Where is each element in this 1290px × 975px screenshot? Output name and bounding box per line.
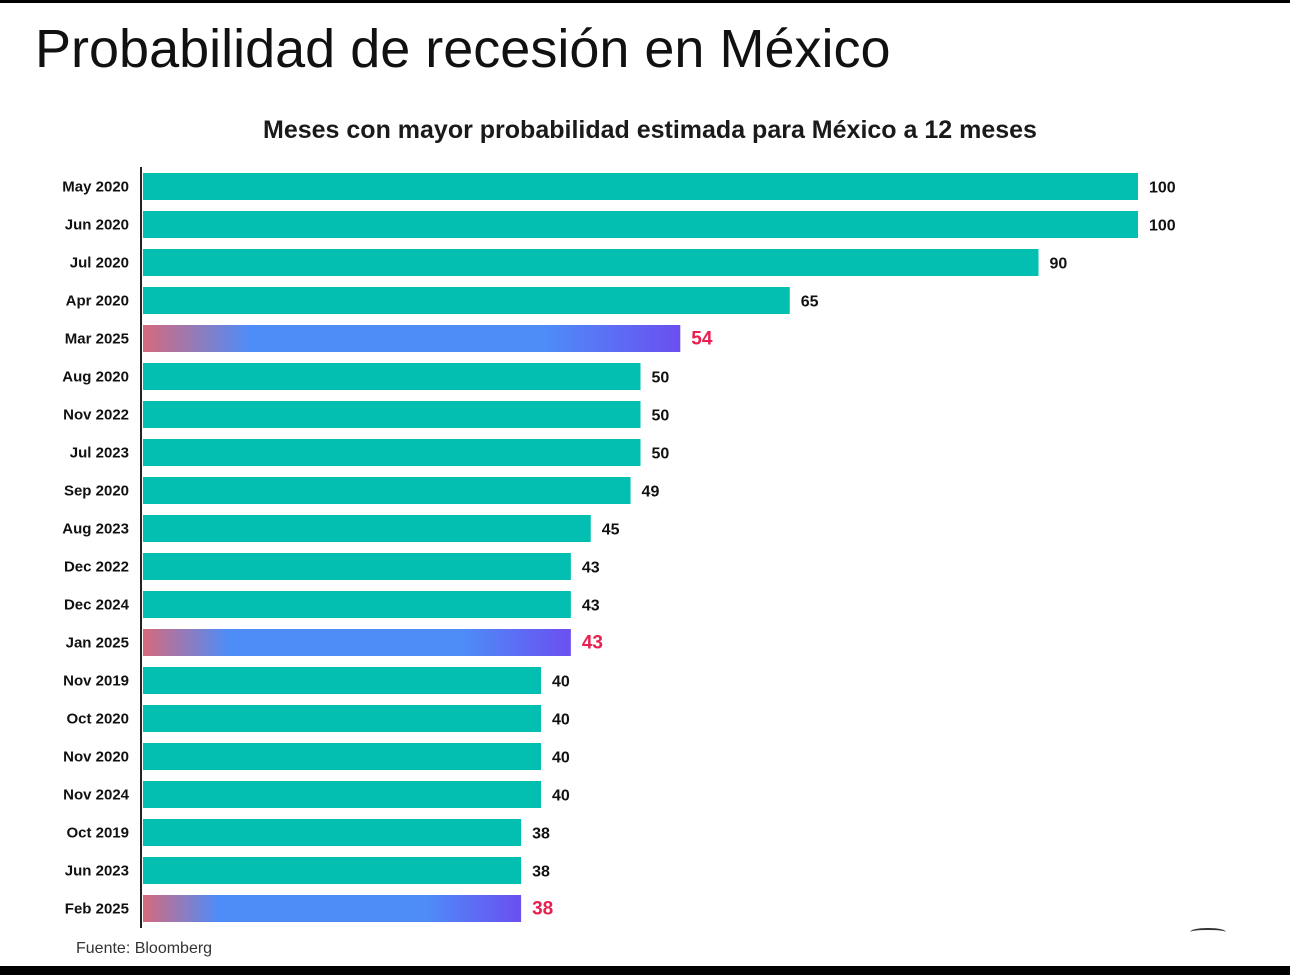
bars-group: May 2020 100 Jun 2020 100 Jul 2020 90 Apr 2020… bbox=[62, 167, 1176, 928]
category-label: Aug 2020 bbox=[62, 369, 129, 386]
data-label: 90 bbox=[1050, 256, 1068, 273]
data-label: 45 bbox=[602, 522, 620, 539]
corner-mark bbox=[1190, 928, 1226, 936]
data-label: 50 bbox=[652, 446, 670, 463]
category-label: Dec 2022 bbox=[64, 559, 129, 576]
data-label: 54 bbox=[691, 329, 713, 350]
category-label: Jun 2023 bbox=[65, 863, 129, 880]
bar bbox=[143, 249, 1039, 276]
bar bbox=[143, 325, 681, 352]
data-label: 43 bbox=[582, 560, 600, 577]
page-title: Probabilidad de recesión en México bbox=[35, 19, 891, 79]
category-label: Jan 2025 bbox=[66, 635, 129, 652]
category-label: Oct 2019 bbox=[66, 825, 129, 842]
category-label: Apr 2020 bbox=[66, 293, 129, 310]
bar bbox=[143, 287, 790, 314]
data-label: 38 bbox=[532, 899, 553, 920]
data-label: 50 bbox=[652, 370, 670, 387]
category-label: Jul 2020 bbox=[70, 255, 129, 272]
data-label: 100 bbox=[1149, 218, 1176, 235]
category-label: Nov 2022 bbox=[63, 407, 129, 424]
chart-title: Meses con mayor probabilidad estimada pa… bbox=[263, 116, 1037, 144]
bar bbox=[143, 363, 641, 390]
bar bbox=[143, 553, 571, 580]
bar bbox=[143, 211, 1138, 238]
category-label: Aug 2023 bbox=[62, 521, 129, 538]
bar bbox=[143, 439, 641, 466]
data-label: 43 bbox=[582, 598, 600, 615]
bar bbox=[143, 781, 541, 808]
category-label: Dec 2024 bbox=[64, 597, 130, 614]
bar bbox=[143, 667, 541, 694]
bar bbox=[143, 477, 631, 504]
source-note: Fuente: Bloomberg bbox=[76, 940, 213, 957]
data-label: 50 bbox=[652, 408, 670, 425]
data-label: 40 bbox=[552, 712, 570, 729]
data-label: 40 bbox=[552, 788, 570, 805]
top-border bbox=[0, 0, 1290, 3]
data-label: 43 bbox=[582, 633, 603, 654]
category-label: Sep 2020 bbox=[64, 483, 129, 500]
data-label: 100 bbox=[1149, 180, 1176, 197]
category-label: Nov 2019 bbox=[63, 673, 129, 690]
category-label: Nov 2024 bbox=[63, 787, 130, 804]
bar bbox=[143, 515, 591, 542]
bar bbox=[143, 705, 541, 732]
category-label: Jul 2023 bbox=[70, 445, 129, 462]
bar bbox=[143, 173, 1138, 200]
category-label: Jun 2020 bbox=[65, 217, 129, 234]
bar bbox=[143, 401, 641, 428]
category-label: Feb 2025 bbox=[65, 901, 129, 918]
data-label: 40 bbox=[552, 674, 570, 691]
bottom-border bbox=[0, 966, 1290, 975]
bar bbox=[143, 857, 522, 884]
category-label: Nov 2020 bbox=[63, 749, 129, 766]
data-label: 40 bbox=[552, 750, 570, 767]
data-label: 65 bbox=[801, 294, 819, 311]
category-label: May 2020 bbox=[62, 179, 129, 196]
bar bbox=[143, 895, 522, 922]
bar bbox=[143, 819, 522, 846]
data-label: 38 bbox=[532, 864, 550, 881]
bar bbox=[143, 591, 571, 618]
data-label: 49 bbox=[642, 484, 660, 501]
data-label: 38 bbox=[532, 826, 550, 843]
bar bbox=[143, 743, 541, 770]
category-label: Oct 2020 bbox=[66, 711, 129, 728]
category-label: Mar 2025 bbox=[65, 331, 129, 348]
bar bbox=[143, 629, 571, 656]
